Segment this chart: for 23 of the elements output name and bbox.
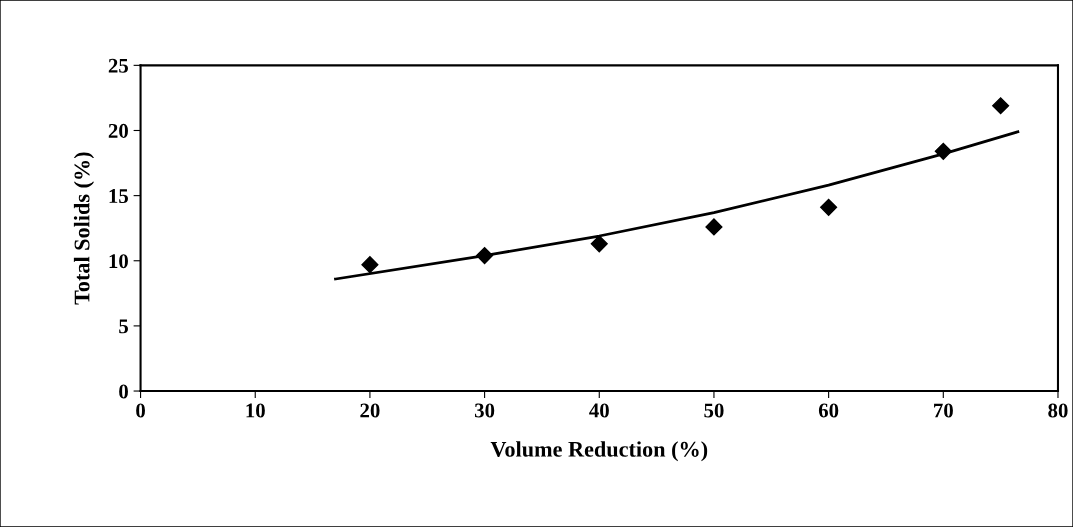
x-tick-label: 80: [1048, 403, 1068, 418]
y-tick-label: 25: [108, 58, 128, 73]
x-tick-label: 40: [589, 403, 609, 418]
point: [820, 198, 838, 216]
x-tick-label: 50: [704, 403, 724, 418]
y-tick-label: 15: [109, 189, 128, 204]
y-tick-label: 10: [109, 254, 128, 269]
y-tick-label: 20: [108, 123, 128, 138]
point: [590, 235, 608, 253]
line-series: [334, 130, 1020, 281]
y-tick-label: 0: [119, 384, 128, 399]
point: [992, 97, 1010, 115]
x-tick-label: 20: [360, 403, 380, 418]
point: [705, 218, 723, 236]
x-tick-label: 70: [934, 403, 953, 418]
x-tick-label: 0: [136, 403, 145, 418]
y-tick-label: 5: [119, 319, 128, 334]
point: [361, 256, 379, 274]
x-tick-label: 10: [246, 403, 265, 418]
x-tick-label: 60: [818, 403, 839, 418]
x-axis-title: Volume Reduction (%): [490, 441, 708, 462]
x-tick-label: 30: [474, 403, 495, 418]
y-axis-title: Total Solids (%): [73, 152, 95, 305]
